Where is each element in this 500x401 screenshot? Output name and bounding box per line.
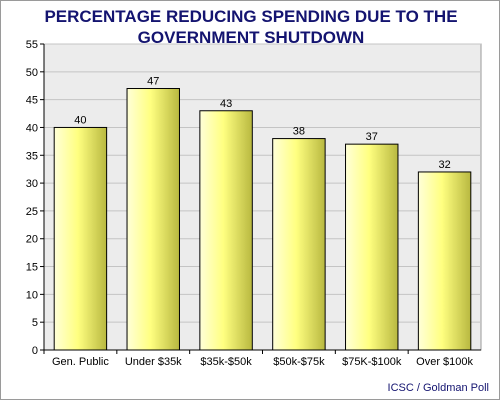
bar-value-label: 32 xyxy=(438,159,450,171)
y-tick-label: 45 xyxy=(26,95,38,107)
y-tick-label: 5 xyxy=(32,317,38,329)
bar xyxy=(199,110,253,351)
y-tick-label: 15 xyxy=(26,262,38,274)
plot-area xyxy=(43,43,482,351)
y-tick-label: 35 xyxy=(26,150,38,162)
y-tick-label: 20 xyxy=(26,234,38,246)
bar xyxy=(345,143,399,351)
bar xyxy=(417,171,472,351)
y-tick-label: 10 xyxy=(26,289,38,301)
y-tick-label: 40 xyxy=(26,122,38,134)
bar-value-label: 47 xyxy=(147,76,159,88)
x-category-label: $50k-$75k xyxy=(273,356,325,368)
bar-value-label: 40 xyxy=(74,114,86,126)
x-category-label: Gen. Public xyxy=(52,356,109,368)
bar-value-label: 43 xyxy=(220,98,232,110)
x-category-label: $35k-$50k xyxy=(200,356,252,368)
chart-title-line-1: PERCENTAGE REDUCING SPENDING DUE TO THE xyxy=(44,7,458,26)
y-tick-label: 0 xyxy=(32,345,38,357)
source-note: ICSC / Goldman Poll xyxy=(387,382,489,394)
x-category-label: Under $35k xyxy=(125,356,182,368)
chart-title-line-2: GOVERNMENT SHUTDOWN xyxy=(137,28,365,47)
bar-value-label: 37 xyxy=(366,131,378,143)
y-tick-label: 30 xyxy=(26,178,38,190)
bar xyxy=(53,126,108,351)
x-category-label: Over $100k xyxy=(416,356,473,368)
y-tick-label: 50 xyxy=(26,67,38,79)
bar xyxy=(272,138,326,351)
bar-value-label: 38 xyxy=(293,126,305,138)
chart-title: PERCENTAGE REDUCING SPENDING DUE TO THE … xyxy=(1,6,500,48)
bar xyxy=(126,88,180,351)
x-category-label: $75K-$100k xyxy=(342,356,402,368)
y-tick-label: 25 xyxy=(26,206,38,218)
y-tick-label: 55 xyxy=(26,39,38,51)
